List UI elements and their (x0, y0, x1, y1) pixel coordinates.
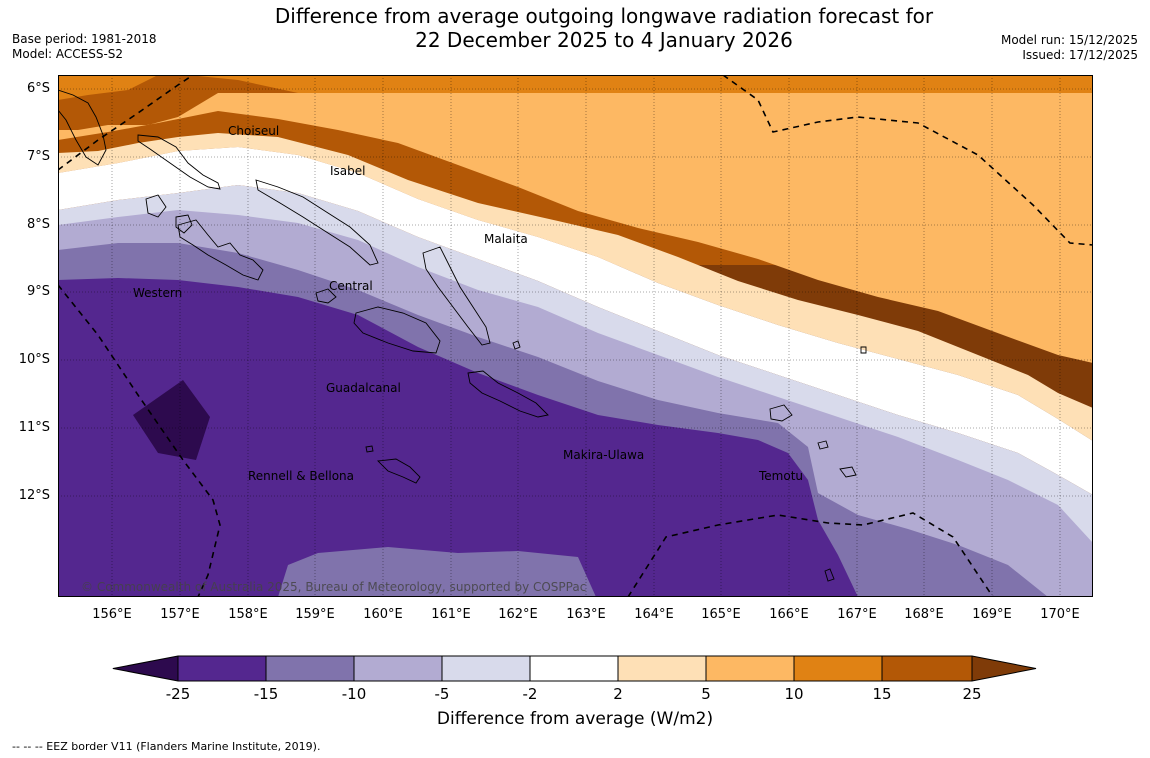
colorbar-segment-3 (354, 656, 442, 681)
ulawa-island (512, 340, 521, 350)
colorbar-tick: 5 (701, 685, 711, 703)
lon-label-166e: 166°E (769, 607, 809, 622)
new-georgia-group (177, 219, 264, 281)
lon-label-158e: 158°E (228, 607, 268, 622)
colorbar-tick: 10 (784, 685, 804, 703)
lat-label-12s: 12°S (18, 488, 50, 503)
copyright-notice: © Commonwealth of Australia 2025, Bureau… (81, 580, 586, 594)
map-title: Difference from average outgoing longwav… (200, 4, 1008, 52)
map-canvas[interactable]: Choiseul Isabel Malaita Central Western … (58, 75, 1093, 597)
colorbar-title: Difference from average (W/m2) (436, 709, 714, 729)
kolombangara-island (175, 214, 193, 234)
lon-label-164e: 164°E (634, 607, 674, 622)
colorbar-segment-1 (178, 656, 266, 681)
lon-label-156e: 156°E (92, 607, 132, 622)
choiseul-island (137, 134, 221, 190)
olr-contour-fills (58, 75, 1093, 597)
fill-minus25-minus15 (58, 278, 858, 597)
graticule (58, 75, 1093, 597)
label-temotu: Temotu (758, 469, 803, 483)
bellona-island (365, 445, 374, 453)
utupua-island (839, 466, 857, 478)
fill-5-10 (58, 93, 1093, 363)
lon-label-168e: 168°E (904, 607, 944, 622)
label-makira-ulawa: Makira-Ulawa (563, 448, 644, 462)
makira-island (467, 370, 549, 418)
colorbar-tick: 25 (962, 685, 982, 703)
lon-label-160e: 160°E (363, 607, 403, 622)
model-name: Model: ACCESS-S2 (12, 47, 124, 61)
santa-cruz-island (769, 404, 793, 422)
fill-minus25-minus15-lower-pocket (278, 547, 596, 597)
label-choiseul: Choiseul (228, 124, 279, 138)
colorbar-segment-2 (266, 656, 354, 681)
malaita-island (422, 246, 491, 346)
guadalcanal-island (353, 306, 441, 354)
meta-right: Model run: 15/12/2025 Issued: 17/12/2025 (1001, 33, 1138, 63)
colorbar-tick: -10 (341, 685, 367, 703)
lon-label-162e: 162°E (498, 607, 538, 622)
map-frame (58, 75, 1093, 597)
lat-label-6s: 6°S (26, 81, 50, 96)
colorbar-tick: -5 (434, 685, 450, 703)
vanikoro-island (817, 440, 829, 450)
label-central: Central (329, 279, 373, 293)
colorbar-segment-9 (882, 656, 972, 681)
rennell-island (377, 458, 421, 484)
duff-islands (860, 346, 867, 354)
colorbar-segment-8 (794, 656, 882, 681)
fill-minus2-2 (58, 147, 1093, 495)
colorbar-segment-5 (530, 656, 618, 681)
lat-label-9s: 9°S (26, 284, 50, 299)
island-outlines (58, 89, 867, 582)
colorbar-tick: 2 (613, 685, 623, 703)
lon-label-159e: 159°E (295, 607, 335, 622)
colorbar-tick: -2 (522, 685, 538, 703)
lat-label-10s: 10°S (18, 352, 50, 367)
label-guadalcanal: Guadalcanal (326, 381, 401, 395)
vella-lavella-island (145, 194, 167, 218)
colorbar-segment-7 (706, 656, 794, 681)
colorbar-segment-4 (442, 656, 530, 681)
santa-isabel-island (255, 179, 379, 266)
lon-label-169e: 169°E (972, 607, 1012, 622)
title-line-1: Difference from average outgoing longwav… (274, 4, 934, 28)
colorbar-dividers (177, 656, 973, 681)
fill-below-minus25 (133, 380, 210, 460)
colorbar-segment-6 (618, 656, 706, 681)
model-run: Model run: 15/12/2025 (1000, 33, 1138, 47)
lon-label-157e: 157°E (160, 607, 200, 622)
colorbar-extend-low (112, 656, 178, 681)
label-western: Western (133, 286, 182, 300)
label-isabel: Isabel (330, 164, 365, 178)
lon-label-167e: 167°E (837, 607, 877, 622)
province-labels: Choiseul Isabel Malaita Central Western … (133, 124, 803, 483)
colorbar-tick: -15 (253, 685, 279, 703)
colorbar-tick: -25 (165, 685, 191, 703)
colorbar (112, 655, 1037, 682)
lon-label-165e: 165°E (701, 607, 741, 622)
lon-label-161e: 161°E (431, 607, 471, 622)
colorbar-tick: 15 (872, 685, 892, 703)
meta-left: Base period: 1981-2018 Model: ACCESS-S2 (12, 32, 157, 62)
lon-label-170e: 170°E (1040, 607, 1080, 622)
nggela-islands (315, 288, 337, 304)
bougainville-island (58, 89, 107, 166)
tikopia-island (824, 568, 835, 582)
issued-date: Issued: 17/12/2025 (1022, 48, 1138, 62)
lat-label-11s: 11°S (18, 420, 50, 435)
eez-border (58, 75, 1093, 597)
lat-label-8s: 8°S (26, 217, 50, 232)
colorbar-extend-high (972, 656, 1036, 681)
lon-label-163e: 163°E (566, 607, 606, 622)
base-period: Base period: 1981-2018 (12, 32, 157, 46)
title-line-2: 22 December 2025 to 4 January 2026 (415, 28, 793, 52)
eez-note: -- -- -- EEZ border V11 (Flanders Marine… (12, 740, 321, 753)
lat-label-7s: 7°S (26, 149, 50, 164)
label-malaita: Malaita (484, 232, 528, 246)
label-rennell-bellona: Rennell & Bellona (248, 469, 354, 483)
